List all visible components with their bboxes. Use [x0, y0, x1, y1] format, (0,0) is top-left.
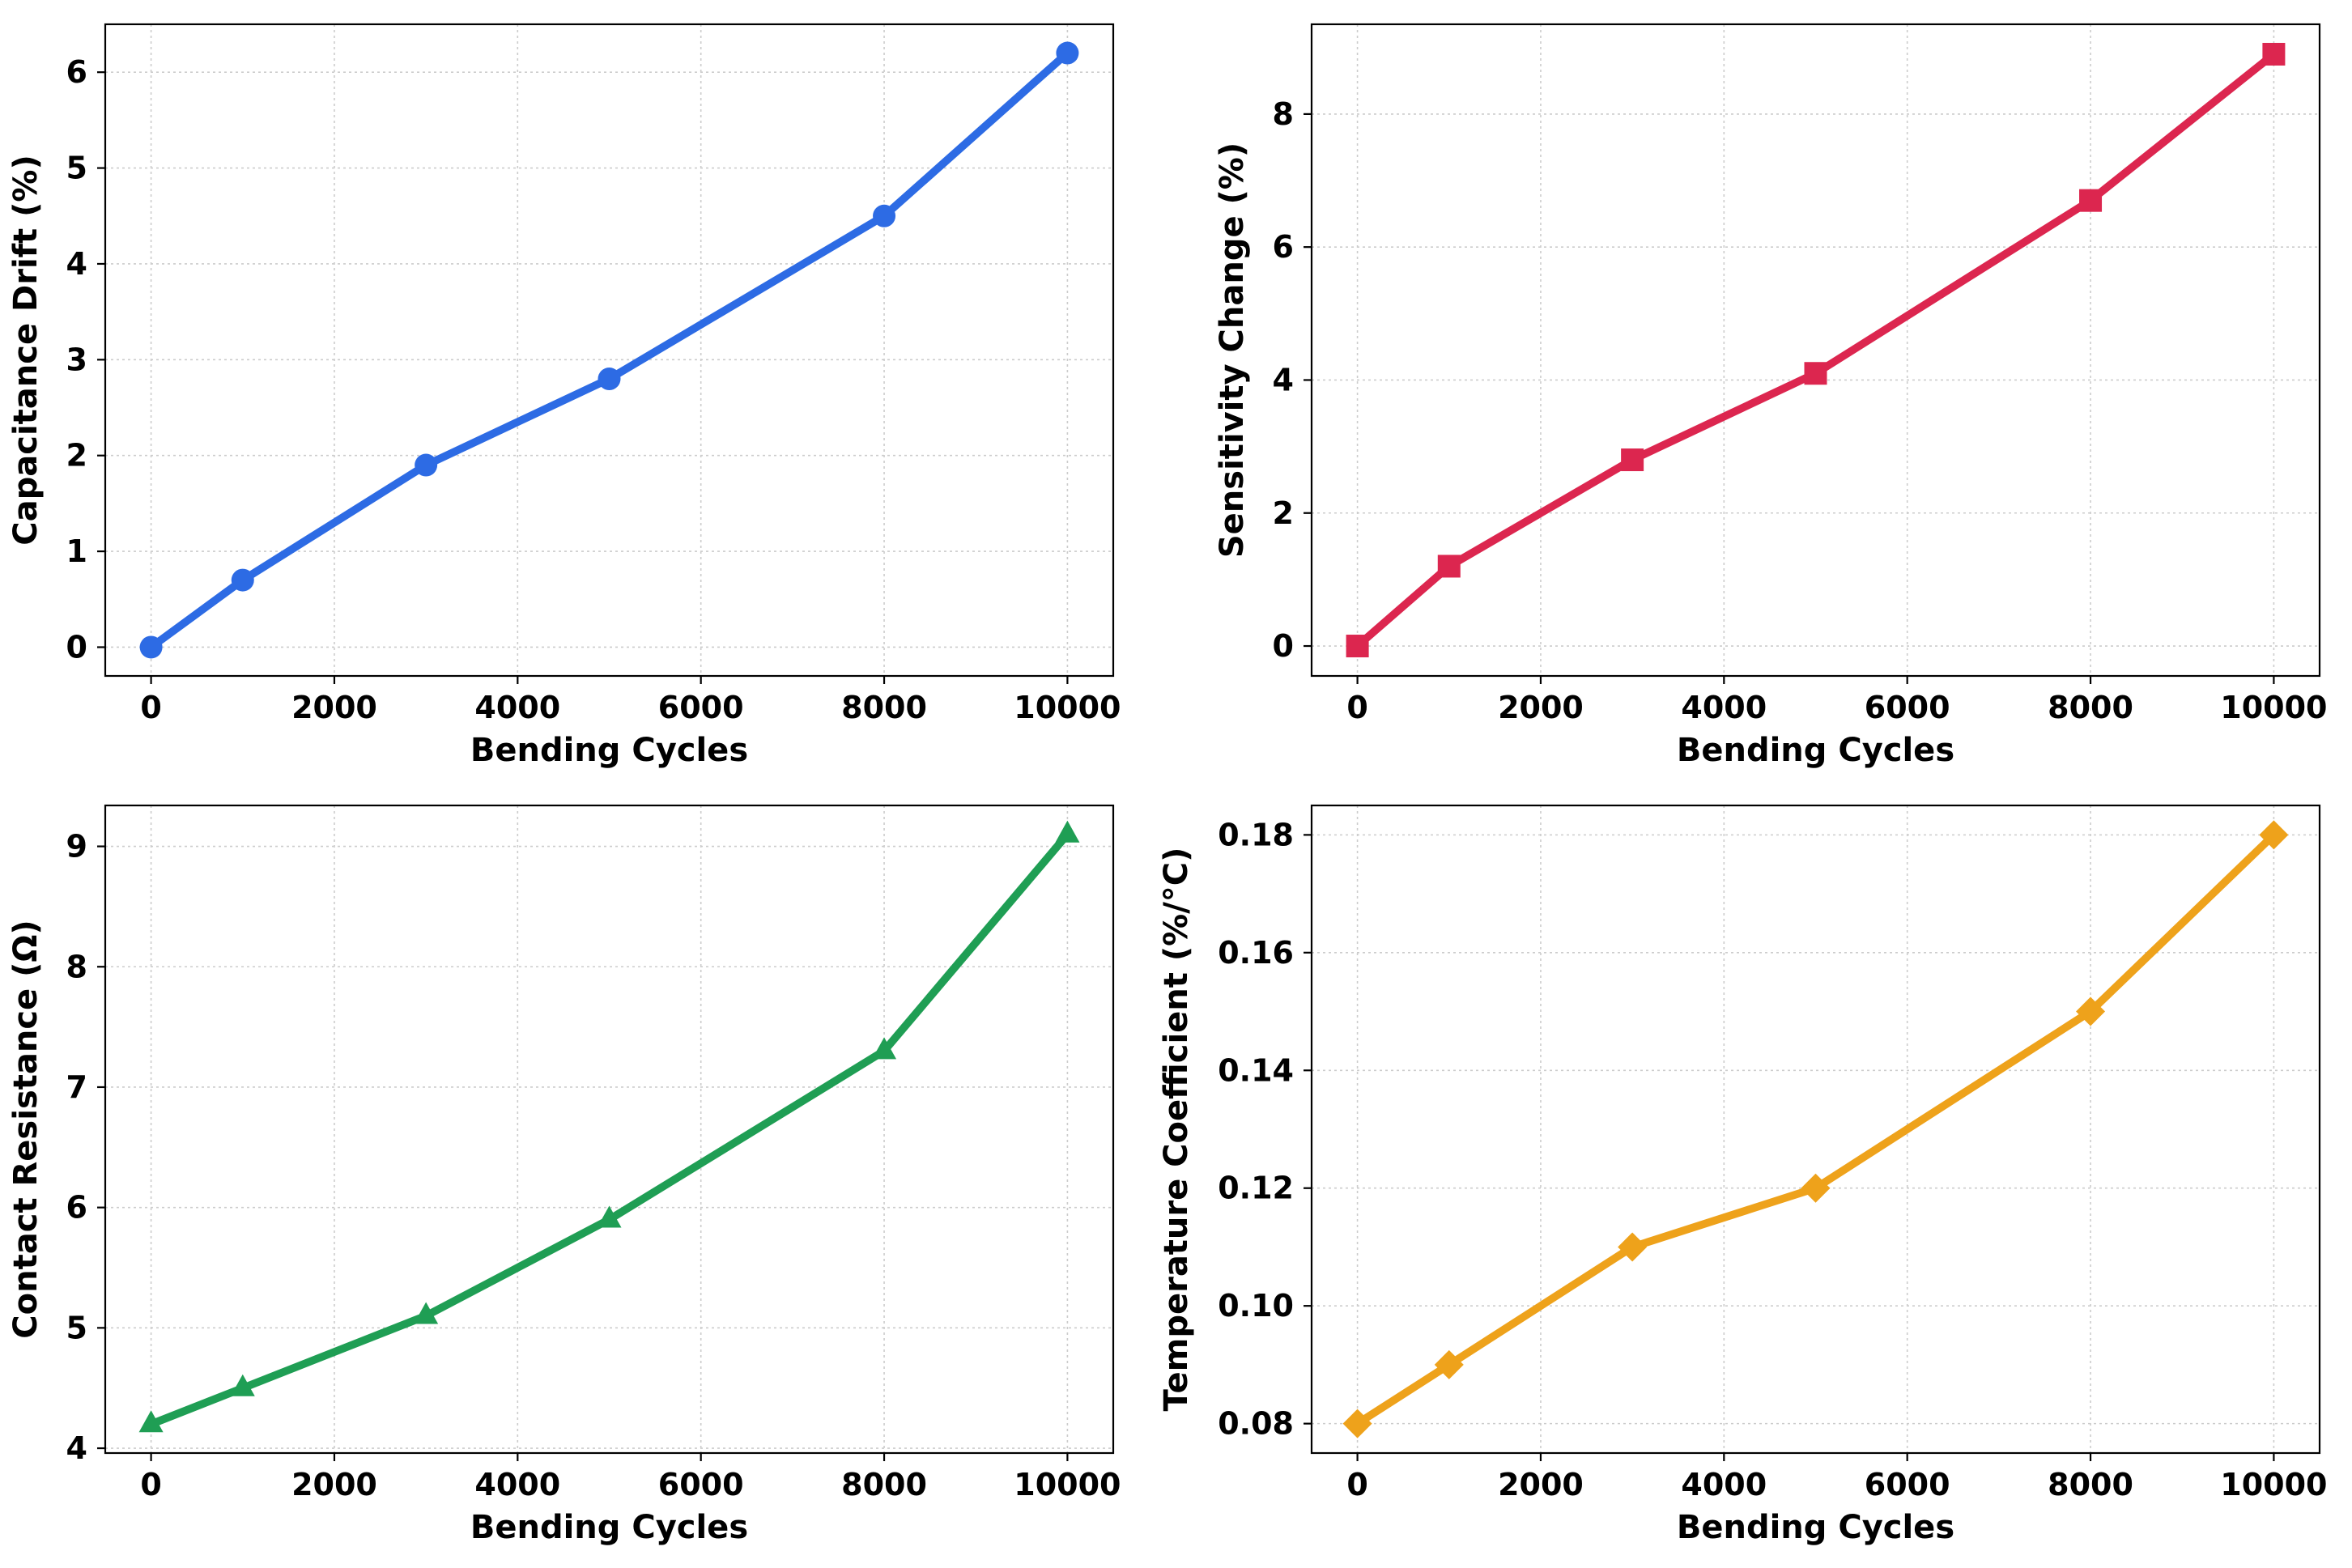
data-point	[2262, 42, 2286, 66]
x-tick-label: 8000	[841, 690, 927, 725]
grid	[105, 805, 1113, 1453]
data-point	[872, 1037, 897, 1060]
data-point	[1055, 820, 1080, 843]
y-tick-label: 0.12	[1218, 1171, 1294, 1206]
data-point	[2076, 996, 2106, 1026]
grid	[105, 24, 1113, 676]
y-axis-label: Contact Resistance (Ω)	[7, 920, 45, 1338]
x-tick-label: 2000	[1498, 1467, 1584, 1502]
data-point	[414, 1302, 439, 1324]
y-tick-label: 8	[66, 949, 87, 984]
x-tick-label: 2000	[291, 1467, 377, 1502]
y-tick-label: 4	[66, 1430, 87, 1466]
y-axis-label: Temperature Coefficient (%/°C)	[1158, 848, 1195, 1412]
x-tick-label: 4000	[1681, 690, 1767, 725]
x-axis-label: Bending Cycles	[470, 1509, 748, 1546]
y-axis-label: Sensitivity Change (%)	[1214, 142, 1251, 558]
axes-frame	[1310, 23, 2321, 678]
x-tick-label: 8000	[841, 1467, 927, 1502]
data-point	[138, 1410, 164, 1433]
data-point	[415, 453, 438, 477]
y-tick-label: 8	[1273, 96, 1294, 132]
x-tick-label: 0	[1346, 690, 1367, 725]
x-tick-label: 8000	[2048, 1467, 2133, 1502]
x-axis-label: Bending Cycles	[1677, 1509, 1954, 1546]
y-tick-label: 1	[66, 533, 87, 569]
x-tick-label: 10000	[2220, 690, 2327, 725]
x-tick-label: 10000	[1014, 690, 1121, 725]
x-tick-label: 2000	[1498, 690, 1584, 725]
y-tick-label: 0.16	[1218, 935, 1294, 971]
data-point	[1618, 1232, 1648, 1262]
x-tick-label: 4000	[474, 1467, 560, 1502]
x-tick-label: 6000	[1865, 690, 1950, 725]
y-tick-label: 6	[66, 1190, 87, 1226]
data-point	[1346, 635, 1369, 658]
x-tick-label: 6000	[1865, 1467, 1950, 1502]
y-tick-label: 6	[66, 54, 87, 90]
data-point	[597, 1205, 622, 1228]
axes-frame	[104, 804, 1115, 1455]
axes-frame	[104, 23, 1115, 678]
x-tick-label: 8000	[2048, 690, 2133, 725]
data-point	[1434, 1349, 1464, 1379]
y-tick-label: 0.18	[1218, 817, 1294, 852]
series-line	[147, 830, 1072, 1429]
x-tick-label: 2000	[291, 690, 377, 725]
data-point	[1437, 555, 1461, 578]
data-point	[1804, 362, 1827, 385]
x-tick-label: 0	[1346, 1467, 1367, 1502]
x-tick-label: 6000	[658, 690, 744, 725]
data-point	[230, 1374, 255, 1396]
data-point	[873, 204, 896, 227]
chart-panel-3: 0 2000 4000 6000 8000 10000 4 5 6 7 8 9 Bending Cycl…	[7, 804, 1121, 1546]
grid	[1312, 24, 2320, 676]
y-tick-label: 6	[1273, 229, 1294, 265]
x-tick-label: 4000	[474, 690, 560, 725]
x-tick-label: 10000	[2220, 1467, 2327, 1502]
y-tick-label: 0.14	[1218, 1052, 1294, 1088]
x-tick-label: 4000	[1681, 1467, 1767, 1502]
data-point	[1621, 448, 1644, 472]
x-tick-label: 10000	[1014, 1467, 1121, 1502]
data-point	[2259, 820, 2289, 850]
chart-panel-4: 0 2000 4000 6000 8000 10000 0.08 0.10 0.12 0.14 0.…	[1158, 804, 2328, 1546]
y-tick-label: 0	[1273, 628, 1294, 664]
data-point	[1056, 41, 1079, 65]
y-tick-label: 0.08	[1218, 1406, 1294, 1442]
series-line	[147, 49, 1072, 652]
data-point	[139, 635, 163, 659]
x-tick-label: 6000	[658, 1467, 744, 1502]
y-tick-label: 2	[1273, 495, 1294, 531]
y-tick-label: 3	[66, 342, 87, 377]
x-tick-label: 0	[140, 690, 161, 725]
y-tick-label: 4	[1273, 362, 1294, 397]
y-tick-label: 0.10	[1218, 1288, 1294, 1324]
data-point	[598, 368, 621, 391]
chart-panel-2: 0 2000 4000 6000 8000 10000 0 2 4 6 8 Bending Cycle…	[1214, 23, 2328, 769]
y-tick-label: 9	[66, 829, 87, 865]
axes-frame	[1310, 804, 2321, 1455]
chart-panel-1: 0 2000 4000 6000 8000 10000 0 1 2 3 4 5 6 Bending Cyc…	[7, 23, 1121, 769]
series-line	[1353, 831, 2278, 1428]
y-tick-label: 0	[66, 629, 87, 665]
data-point	[1342, 1409, 1372, 1438]
y-axis-label: Capacitance Drift (%)	[7, 155, 45, 545]
series-line	[1353, 50, 2278, 650]
x-axis-label: Bending Cycles	[470, 732, 748, 769]
y-tick-label: 7	[66, 1069, 87, 1105]
y-tick-label: 2	[66, 438, 87, 474]
y-tick-label: 4	[66, 246, 87, 282]
y-tick-label: 5	[66, 1310, 87, 1345]
data-point	[2079, 189, 2103, 212]
x-tick-label: 0	[140, 1467, 161, 1502]
data-point	[1801, 1173, 1831, 1203]
y-tick-label: 5	[66, 151, 87, 186]
data-point	[231, 568, 254, 592]
x-axis-label: Bending Cycles	[1677, 732, 1954, 769]
